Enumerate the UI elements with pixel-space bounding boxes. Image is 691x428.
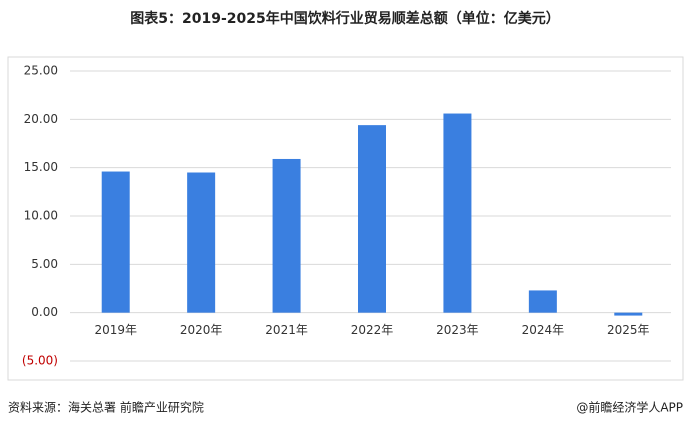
bar <box>187 172 216 313</box>
chart-title: 图表5：2019-2025年中国饮料行业贸易顺差总额（单位：亿美元） <box>130 10 559 27</box>
x-tick-label: 2019年 <box>94 323 137 337</box>
y-tick-label: 20.00 <box>24 112 58 126</box>
y-tick-label: 0.00 <box>31 305 58 319</box>
bar <box>101 171 130 313</box>
x-tick-label: 2020年 <box>180 323 223 337</box>
y-tick-label: 15.00 <box>24 160 58 174</box>
y-tick-label: 10.00 <box>24 209 58 223</box>
x-tick-label: 2024年 <box>522 323 565 337</box>
bar <box>614 312 643 316</box>
bar <box>272 158 301 313</box>
credit: @前瞻经济学人APP <box>576 400 683 415</box>
chart-frame <box>7 56 684 381</box>
x-tick-label: 2023年 <box>436 323 479 337</box>
x-tick-label: 2021年 <box>265 323 308 337</box>
y-tick-label: (5.00) <box>22 354 58 368</box>
x-tick-label: 2025年 <box>607 323 650 337</box>
source-note: 资料来源：海关总署 前瞻产业研究院 <box>8 400 204 415</box>
bar <box>528 290 557 313</box>
y-tick-label: 25.00 <box>24 64 58 78</box>
x-tick-label: 2022年 <box>351 323 394 337</box>
y-tick-label: 5.00 <box>31 257 58 271</box>
bar <box>358 125 386 313</box>
bar <box>443 113 472 313</box>
